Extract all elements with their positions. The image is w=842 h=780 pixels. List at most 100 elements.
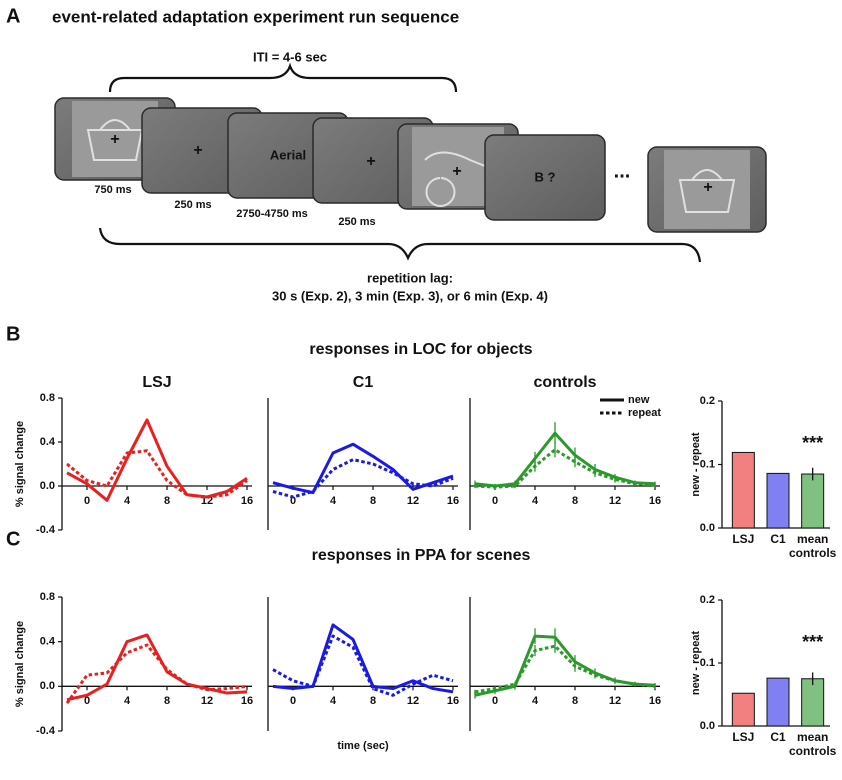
bar: [801, 678, 825, 727]
x-tick-label: 0: [84, 695, 90, 707]
x-tick-label: 0: [492, 495, 498, 507]
whistle-icon: [424, 151, 496, 207]
x-tick-label: 0: [290, 695, 296, 707]
y-tick-label: 0.2: [700, 395, 715, 407]
y-tick-label: 0.4: [40, 636, 56, 648]
y-tick-label: 0.0: [40, 480, 55, 492]
x-tick-label: 12: [407, 495, 419, 507]
x-tick-label: 8: [370, 495, 376, 507]
data-line: [65, 643, 248, 704]
data-line: [66, 449, 248, 499]
y-tick-label: 0.4: [40, 436, 56, 448]
frame-text: +: [703, 179, 712, 196]
x-tick-label: 16: [447, 695, 459, 707]
x-tick-label: 0: [84, 495, 90, 507]
x-tick-label: 4: [124, 495, 131, 507]
frame-text: +: [110, 131, 119, 148]
legend-label: repeat: [628, 407, 661, 419]
frame-text: Aerial: [270, 147, 306, 162]
data-line: [272, 458, 454, 499]
frame-text: B ?: [535, 169, 556, 184]
basket-icon: [678, 169, 736, 213]
annotation: ***: [802, 632, 823, 652]
ellipsis: ...: [614, 160, 631, 182]
x-tick-label: 8: [572, 695, 578, 707]
chart-title: controls: [533, 374, 596, 391]
section-title: responses in LOC for objects: [309, 341, 532, 358]
frame-text: +: [193, 142, 202, 159]
data-line: [272, 442, 454, 495]
picture: [664, 150, 750, 229]
y-tick-label: 0.1: [700, 657, 715, 669]
x-axis-label: time (sec): [337, 740, 389, 752]
bar: [731, 692, 755, 727]
x-tick-label: 8: [370, 695, 376, 707]
iti-label: ITI = 4-6 sec: [253, 49, 327, 64]
frame-text: +: [366, 153, 375, 170]
duration-label: 250 ms: [338, 216, 375, 228]
panel-label: B: [6, 323, 20, 345]
x-tick-label: 0: [290, 495, 296, 507]
x-tick-label: C1: [770, 730, 786, 744]
x-tick-label: 4: [330, 695, 337, 707]
duration-label: 750 ms: [94, 184, 131, 196]
y-axis-label: % signal change: [14, 421, 26, 507]
x-tick-label-box: C1: [770, 532, 786, 546]
x-tick-label-box: LSJ: [732, 730, 755, 744]
y-tick-label: 0.0: [700, 522, 715, 534]
x-tick-label-box: C1: [770, 730, 786, 744]
chart-title: C1: [353, 374, 374, 391]
bar: [766, 677, 790, 727]
data-line: [474, 644, 656, 694]
x-tick-label: LSJ: [732, 730, 755, 744]
lag-brace: [98, 227, 702, 263]
x-tick-label: mean controls: [788, 730, 837, 758]
bar: [766, 472, 790, 529]
frame-text: +: [452, 163, 461, 180]
x-tick-label: 16: [241, 495, 253, 507]
lag-detail: 30 s (Exp. 2), 3 min (Exp. 3), or 6 min …: [272, 288, 548, 303]
x-tick-label: 4: [330, 495, 337, 507]
basket-icon: [86, 119, 144, 161]
x-tick-label: 8: [164, 695, 170, 707]
duration-label: 250 ms: [174, 199, 211, 211]
y-tick-label: -0.4: [36, 725, 56, 737]
data-line: [272, 623, 454, 694]
frame: B ?: [484, 134, 606, 221]
x-tick-label: 4: [124, 695, 131, 707]
y-axis-label: new - repeat: [690, 432, 702, 497]
data-line: [66, 633, 248, 702]
x-tick-label: 8: [164, 495, 170, 507]
y-tick-label: 0.0: [40, 680, 55, 692]
data-line: [66, 418, 248, 502]
x-tick-label-box: mean controls: [788, 730, 837, 758]
annotation: ***: [802, 433, 823, 453]
x-tick-label: LSJ: [732, 532, 755, 546]
x-tick-label: 0: [492, 695, 498, 707]
bar: [801, 473, 825, 529]
x-tick-label: 4: [532, 495, 539, 507]
y-tick-label: 0.2: [700, 594, 715, 606]
x-tick-label: 4: [532, 695, 539, 707]
x-tick-label: 16: [447, 495, 459, 507]
panel-label: C: [6, 528, 20, 550]
x-tick-label: 12: [201, 695, 213, 707]
y-tick-label: 0.8: [40, 591, 55, 603]
data-line: [474, 448, 656, 489]
iti-brace: [108, 62, 458, 93]
duration-label: 2750-4750 ms: [236, 208, 308, 220]
x-tick-label: 16: [649, 495, 661, 507]
x-tick-label: 12: [609, 495, 621, 507]
x-tick-label-box: mean controls: [789, 532, 836, 560]
x-tick-label: 16: [241, 695, 253, 707]
lag-title: repetition lag:: [367, 270, 453, 285]
chart-title: LSJ: [142, 374, 171, 391]
x-tick-label: 8: [572, 495, 578, 507]
x-tick-label: C1: [770, 532, 786, 546]
y-tick-label: 0.8: [40, 392, 55, 404]
frame: +: [647, 146, 767, 233]
legend-label: new: [628, 394, 650, 406]
x-tick-label-box: LSJ: [732, 532, 755, 546]
x-tick-label: 12: [407, 695, 419, 707]
